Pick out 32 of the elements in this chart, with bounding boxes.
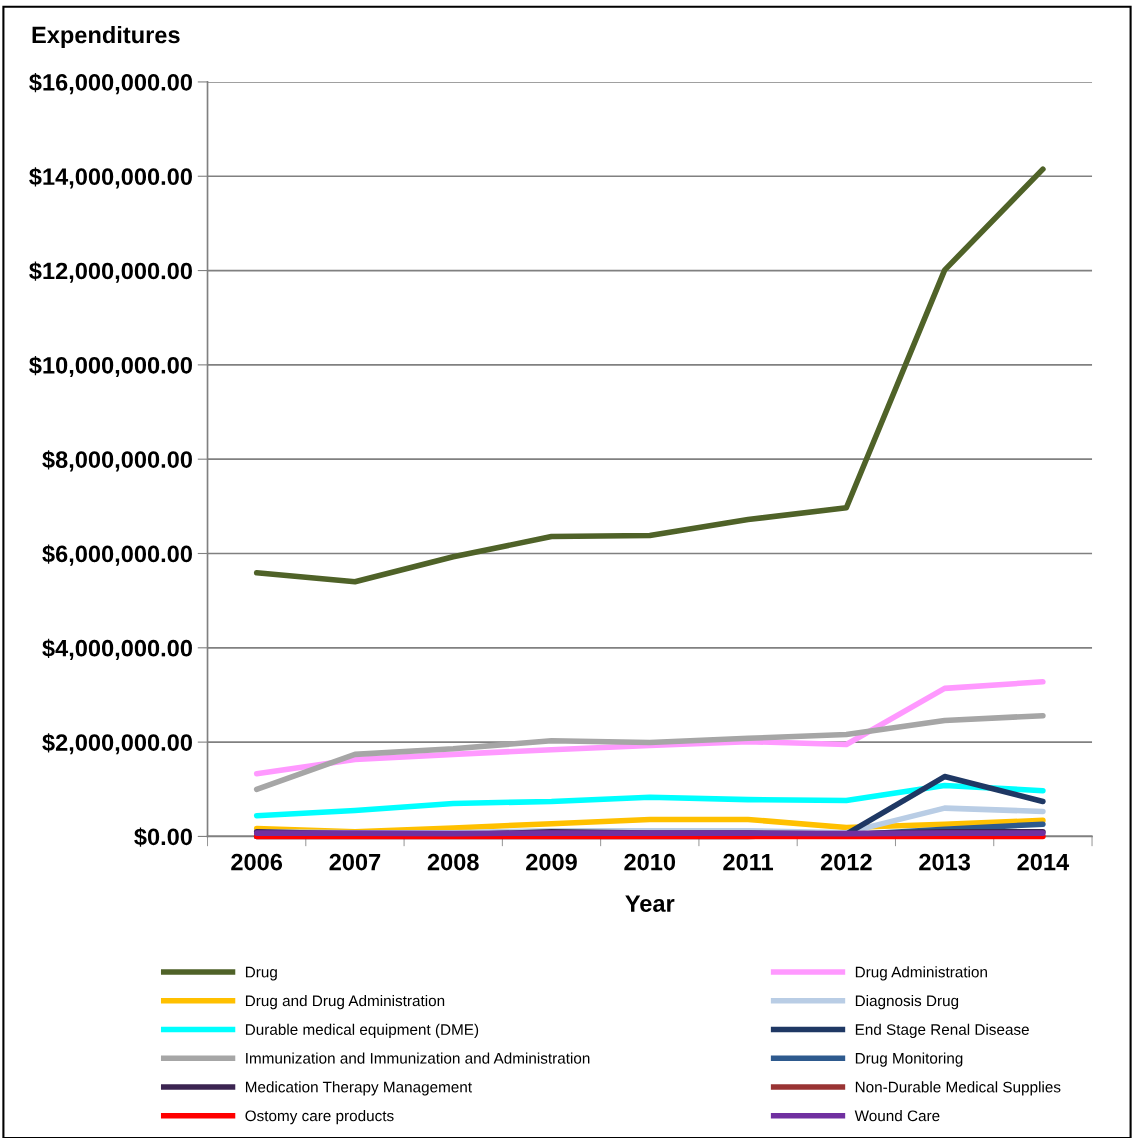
legend-label: Drug Monitoring (855, 1052, 963, 1067)
y-axis-title: Expenditures (32, 25, 180, 48)
y-tick-label: $8,000,000.00 (42, 450, 192, 472)
legend-label: Durable medical equipment (DME) (245, 1023, 479, 1038)
legend-label: End Stage Renal Disease (855, 1023, 1029, 1038)
y-tick-label: $0.00 (134, 827, 192, 847)
y-tick-label: $6,000,000.00 (42, 544, 192, 566)
y-tick-label: $10,000,000.00 (29, 355, 192, 378)
x-tick-label: 2008 (427, 853, 479, 871)
legend-label: Drug and Drug Administration (245, 994, 445, 1010)
legend-label: Medication Therapy Management (245, 1081, 472, 1096)
x-tick-label: 2011 (723, 853, 774, 871)
x-tick-label: 2006 (231, 853, 283, 871)
legend-label: Non-Durable Medical Supplies (855, 1081, 1061, 1096)
legend-label: Drug Administration (855, 966, 987, 981)
x-tick-label: 2013 (919, 853, 971, 871)
x-axis-title: Year (625, 895, 675, 912)
x-tick-label: 2014 (1017, 853, 1070, 871)
y-tick-label: $16,000,000.00 (29, 72, 192, 95)
legend-label: Drug (245, 966, 277, 981)
x-tick-label: 2012 (820, 853, 872, 871)
y-tick-label: $12,000,000.00 (29, 261, 192, 283)
legend-label: Wound Care (854, 1110, 940, 1122)
x-tick-label: 2007 (329, 853, 381, 871)
legend-label: Diagnosis Drug (855, 994, 959, 1010)
legend-label: Ostomy care products (245, 1110, 394, 1125)
y-tick-label: $14,000,000.00 (29, 167, 192, 189)
x-tick-label: 2009 (526, 853, 577, 871)
legend-label: Immunization and Immunization and Administration (246, 1052, 590, 1064)
y-tick-label: $4,000,000.00 (42, 638, 192, 661)
y-tick-label: $2,000,000.00 (42, 733, 192, 755)
x-tick-label: 2010 (624, 853, 676, 871)
